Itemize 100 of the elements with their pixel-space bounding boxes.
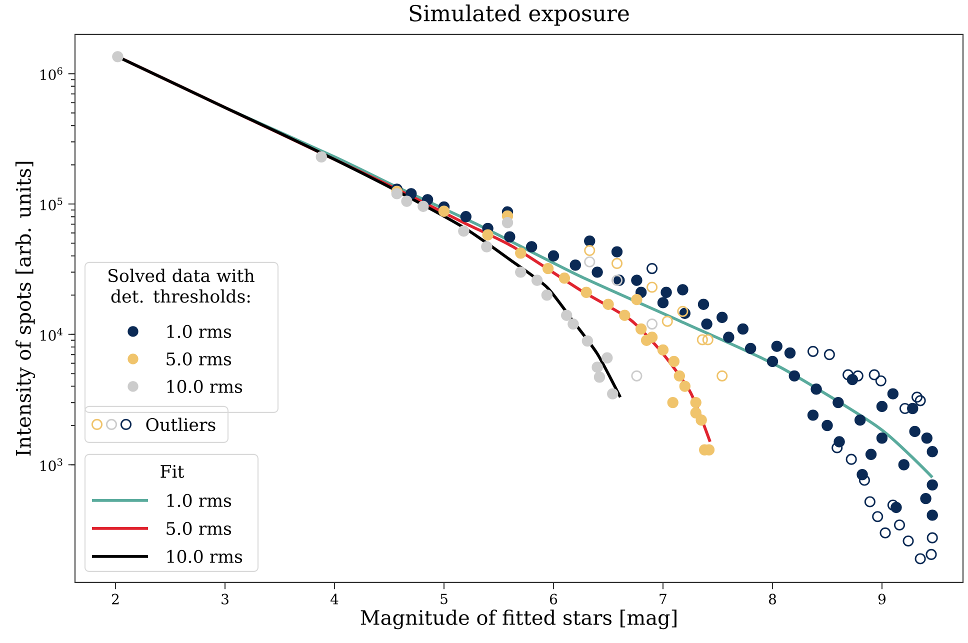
point bbox=[875, 375, 886, 386]
chart-title: Simulated exposure bbox=[410, 4, 629, 26]
legend-label: 10.0 rms bbox=[167, 380, 242, 393]
point bbox=[646, 331, 658, 343]
point bbox=[914, 394, 926, 406]
y-tick-label: 10$^{6}$ bbox=[40, 67, 62, 80]
point bbox=[920, 492, 932, 504]
point bbox=[611, 274, 623, 286]
point bbox=[548, 250, 560, 262]
point bbox=[592, 266, 603, 278]
point bbox=[438, 205, 450, 217]
point bbox=[481, 240, 492, 252]
y-tick-label: 10$^{5}$ bbox=[40, 197, 62, 210]
point bbox=[602, 298, 614, 310]
point bbox=[902, 535, 914, 546]
point bbox=[635, 323, 647, 334]
legend-label: 5.0 rms bbox=[166, 352, 232, 366]
point bbox=[898, 458, 910, 470]
point bbox=[701, 318, 712, 330]
point bbox=[561, 310, 572, 321]
point bbox=[914, 553, 926, 564]
point bbox=[657, 296, 669, 308]
point bbox=[926, 446, 938, 458]
point bbox=[668, 356, 680, 367]
point bbox=[822, 420, 833, 431]
point bbox=[584, 244, 596, 256]
point bbox=[842, 369, 854, 380]
point bbox=[872, 510, 884, 522]
point bbox=[690, 407, 702, 418]
point bbox=[926, 509, 938, 521]
point bbox=[926, 532, 938, 544]
point bbox=[592, 361, 603, 373]
legend-label: Outliers bbox=[146, 418, 216, 431]
point bbox=[852, 370, 864, 382]
point bbox=[619, 310, 630, 321]
y-axis-title: Intensity of spots [arb. units] bbox=[15, 162, 36, 456]
point bbox=[541, 289, 553, 301]
point bbox=[515, 247, 526, 259]
point bbox=[911, 391, 923, 402]
x-tick-label: 2 bbox=[112, 594, 119, 604]
point bbox=[542, 262, 554, 274]
point bbox=[807, 346, 819, 357]
point bbox=[594, 371, 606, 383]
x-tick-label: 8 bbox=[768, 594, 776, 604]
point bbox=[401, 195, 412, 207]
point bbox=[696, 334, 708, 346]
point bbox=[716, 370, 728, 382]
point bbox=[766, 356, 778, 367]
point bbox=[667, 396, 678, 408]
point bbox=[771, 340, 782, 352]
point bbox=[702, 334, 714, 346]
point bbox=[716, 312, 728, 323]
point bbox=[611, 246, 623, 258]
x-axis-title: Magnitude of fitted stars [mag] bbox=[360, 609, 676, 629]
point bbox=[482, 229, 494, 240]
point bbox=[858, 474, 870, 486]
point bbox=[698, 298, 710, 310]
legend-label: 1.0 rms bbox=[167, 494, 232, 507]
point bbox=[677, 284, 688, 296]
point bbox=[864, 496, 876, 508]
point bbox=[646, 262, 658, 274]
point bbox=[865, 448, 877, 460]
point bbox=[611, 258, 623, 269]
point bbox=[568, 318, 579, 330]
point bbox=[690, 396, 702, 408]
point bbox=[631, 370, 642, 382]
point bbox=[662, 316, 673, 327]
legend-title: Solved data with det. thresholds: bbox=[108, 268, 254, 303]
point bbox=[631, 294, 642, 305]
point bbox=[582, 335, 594, 346]
point bbox=[646, 318, 658, 330]
point bbox=[926, 548, 937, 560]
point bbox=[876, 432, 888, 444]
point bbox=[832, 442, 843, 454]
point bbox=[316, 151, 327, 162]
y-tick-label: 10$^{3}$ bbox=[40, 458, 62, 471]
point bbox=[846, 454, 857, 465]
point bbox=[744, 342, 756, 354]
point bbox=[824, 348, 835, 360]
point bbox=[679, 380, 690, 392]
point bbox=[504, 231, 516, 242]
point bbox=[580, 286, 592, 298]
point bbox=[460, 210, 472, 222]
point bbox=[854, 414, 866, 426]
point bbox=[631, 274, 642, 286]
point bbox=[832, 396, 844, 408]
point bbox=[880, 527, 891, 538]
point bbox=[723, 331, 734, 343]
point bbox=[788, 370, 800, 382]
point bbox=[418, 200, 429, 212]
point bbox=[515, 266, 526, 278]
point bbox=[737, 323, 749, 334]
point bbox=[807, 409, 819, 421]
point bbox=[646, 281, 658, 293]
y-tick-label: 10$^{4}$ bbox=[40, 328, 62, 341]
point bbox=[868, 369, 880, 380]
point bbox=[602, 352, 613, 364]
point bbox=[502, 216, 514, 228]
legend-label: 1.0 rms bbox=[167, 324, 232, 338]
annotation: Fit bbox=[160, 464, 184, 478]
